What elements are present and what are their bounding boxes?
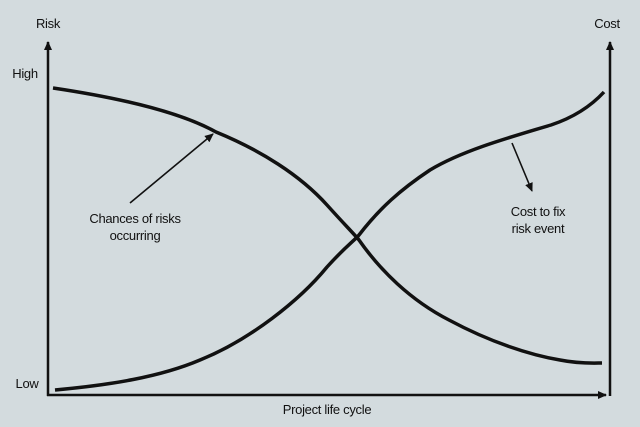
risk-curve-label-line2: occurring	[109, 228, 161, 243]
risk-annotation-arrow	[129, 133, 214, 204]
risk-axis-title: Risk	[35, 16, 61, 31]
low-label: Low	[15, 376, 39, 391]
high-label: High	[12, 66, 38, 81]
cost-curve-label-line1: Cost to fix	[510, 204, 566, 219]
cost-curve-label-line2: risk event	[511, 221, 565, 236]
cost-annotation-arrow	[511, 142, 533, 192]
risk-curve-label-line1: Chances of risks	[89, 211, 181, 226]
cost-axis-title: Cost	[594, 16, 620, 31]
x-axis-title: Project life cycle	[282, 402, 372, 417]
cost-to-fix-curve	[54, 90, 606, 392]
cost-curve-label: Cost to fix risk event	[511, 203, 566, 237]
risk-chance-curve	[52, 86, 603, 365]
risk-curve-label: Chances of risks occurring	[89, 210, 181, 244]
